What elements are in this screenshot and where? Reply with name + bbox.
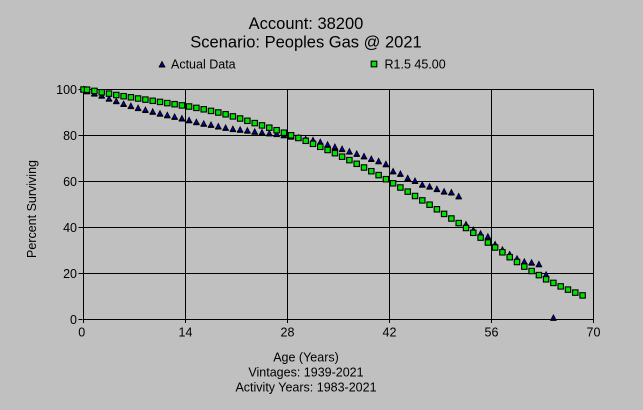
svg-text:R1.5 45.00: R1.5 45.00 xyxy=(385,58,446,72)
svg-text:0: 0 xyxy=(78,326,85,340)
svg-text:100: 100 xyxy=(56,83,77,97)
svg-text:80: 80 xyxy=(63,129,77,143)
svg-text:56: 56 xyxy=(485,326,499,340)
svg-text:Account: 38200: Account: 38200 xyxy=(249,15,364,33)
svg-text:70: 70 xyxy=(587,326,601,340)
svg-text:20: 20 xyxy=(63,267,77,281)
svg-text:60: 60 xyxy=(63,175,77,189)
svg-text:42: 42 xyxy=(383,326,397,340)
svg-text:Percent Surviving: Percent Surviving xyxy=(25,160,39,258)
svg-text:Vintages: 1939-2021: Vintages: 1939-2021 xyxy=(248,366,363,380)
svg-text:14: 14 xyxy=(179,326,193,340)
svg-text:0: 0 xyxy=(70,313,77,327)
svg-text:Actual Data: Actual Data xyxy=(171,58,236,72)
svg-text:28: 28 xyxy=(281,326,295,340)
svg-text:40: 40 xyxy=(63,221,77,235)
svg-text:Scenario: Peoples Gas @ 2021: Scenario: Peoples Gas @ 2021 xyxy=(190,34,421,52)
svg-text:Activity Years: 1983-2021: Activity Years: 1983-2021 xyxy=(235,381,376,395)
svg-text:Age (Years): Age (Years) xyxy=(273,351,339,365)
